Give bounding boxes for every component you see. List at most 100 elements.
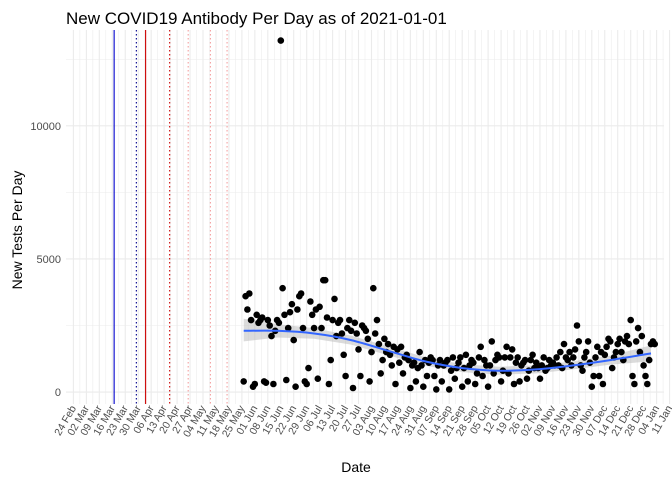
- y-tick-label: 0: [55, 387, 61, 399]
- grid-layer: [66, 30, 671, 404]
- data-point: [347, 327, 355, 335]
- data-point: [251, 380, 259, 388]
- data-point: [270, 380, 277, 388]
- data-point: [247, 316, 255, 324]
- data-point: [258, 314, 266, 321]
- data-point: [540, 354, 547, 361]
- data-point: [458, 383, 466, 391]
- data-point: [462, 351, 470, 359]
- data-point: [592, 354, 599, 361]
- data-point: [599, 380, 607, 388]
- data-point: [262, 379, 270, 387]
- data-point: [445, 386, 453, 393]
- data-point: [481, 356, 488, 364]
- data-point: [384, 340, 392, 348]
- data-point: [240, 378, 247, 385]
- data-point: [397, 343, 405, 351]
- data-point: [571, 346, 579, 353]
- data-point: [570, 354, 577, 361]
- data-point: [645, 356, 653, 364]
- y-axis-label: New Tests Per Day: [9, 171, 25, 290]
- data-point: [318, 324, 325, 332]
- y-tick-label: 5000: [37, 254, 61, 266]
- data-point: [310, 324, 318, 332]
- data-point: [455, 359, 462, 367]
- data-point: [629, 372, 636, 380]
- chart-title: New COVID19 Antibody Per Day as of 2021-…: [66, 9, 447, 28]
- data-point: [497, 378, 505, 385]
- data-point: [338, 330, 346, 337]
- data-point: [447, 367, 455, 375]
- data-point: [253, 311, 260, 319]
- data-point: [355, 346, 362, 353]
- data-point: [323, 314, 331, 321]
- data-point: [449, 354, 457, 361]
- data-point: [457, 354, 464, 361]
- data-point: [477, 343, 485, 351]
- data-point: [473, 370, 481, 377]
- data-point: [288, 300, 296, 308]
- data-point: [490, 370, 498, 377]
- smooth-line-layer: [243, 329, 652, 372]
- data-point: [486, 362, 494, 369]
- data-point: [327, 356, 335, 364]
- data-point: [349, 384, 357, 392]
- data-point: [634, 324, 642, 332]
- data-point: [603, 343, 610, 351]
- data-point: [608, 364, 616, 372]
- data-point: [553, 354, 560, 361]
- data-point: [362, 327, 370, 335]
- data-point: [353, 330, 361, 337]
- data-point: [392, 380, 399, 388]
- data-point: [329, 316, 336, 324]
- data-point: [297, 290, 305, 297]
- data-point: [410, 359, 418, 367]
- data-point: [507, 354, 514, 361]
- data-point: [488, 338, 496, 345]
- data-point: [529, 351, 536, 359]
- data-point: [305, 364, 312, 372]
- data-point: [627, 316, 634, 324]
- data-point: [475, 354, 483, 361]
- data-point: [325, 380, 333, 388]
- data-point: [508, 346, 516, 353]
- data-point: [386, 351, 394, 359]
- data-point: [642, 372, 649, 380]
- data-point: [407, 384, 414, 392]
- data-point: [560, 340, 568, 348]
- data-point: [495, 354, 503, 361]
- data-point: [264, 316, 272, 324]
- data-point: [503, 343, 510, 351]
- data-point: [283, 376, 290, 384]
- data-point: [388, 362, 396, 369]
- data-point: [314, 375, 322, 383]
- data-point: [527, 356, 534, 364]
- data-point: [590, 372, 597, 380]
- y-axis-ticks: 0 5000 10000: [30, 121, 61, 399]
- y-tick-label: 10000: [30, 121, 61, 133]
- data-point: [299, 324, 307, 332]
- data-point: [342, 372, 349, 380]
- data-point: [244, 306, 251, 313]
- data-point: [396, 359, 403, 367]
- data-point: [294, 306, 301, 313]
- data-point: [307, 298, 314, 305]
- data-point: [581, 354, 588, 361]
- reference-lines: [113, 30, 228, 404]
- data-point: [584, 338, 592, 345]
- data-point: [595, 372, 603, 380]
- data-point: [381, 335, 388, 343]
- data-point: [601, 351, 609, 359]
- data-point: [484, 383, 492, 391]
- data-point: [638, 332, 646, 340]
- data-point: [277, 37, 285, 44]
- data-point: [290, 336, 298, 344]
- data-point: [431, 372, 438, 380]
- data-point: [357, 372, 364, 380]
- data-point: [566, 348, 573, 356]
- data-point: [266, 322, 274, 329]
- data-point: [625, 340, 633, 348]
- data-point: [436, 356, 444, 364]
- data-point: [405, 356, 412, 364]
